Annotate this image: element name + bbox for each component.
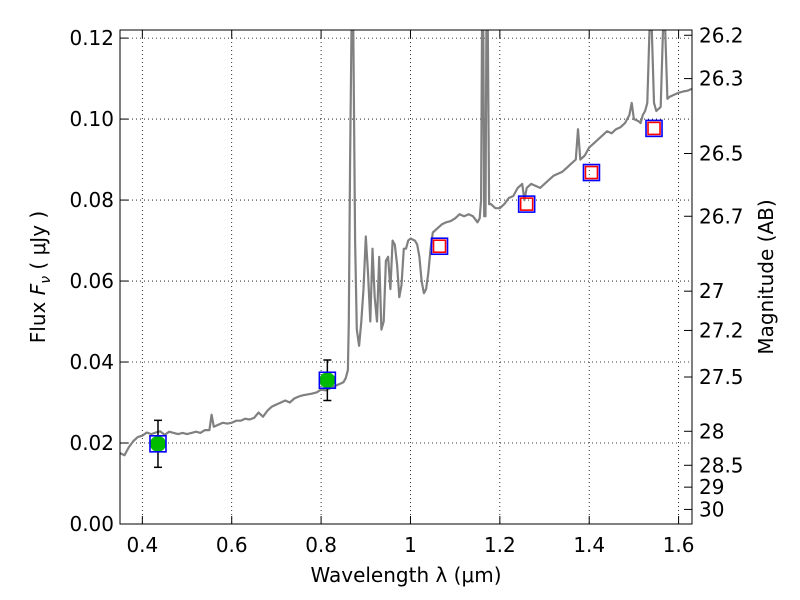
x-tick-label: 1.2	[484, 533, 516, 557]
y-tick-label: 0.08	[69, 188, 114, 212]
y2-tick-label: 30	[699, 497, 724, 521]
tick-label-layer: 0.4 0.6 0.8 1 1.2 1.4 1.6 0.00 0.02 0.04 0.06 0.08 0…	[69, 23, 743, 557]
y-tick-label: 0.10	[69, 107, 114, 131]
x-tick-label: 0.4	[126, 533, 158, 557]
y2-tick-label: 27.5	[699, 365, 744, 389]
y-tick-label: 0.02	[69, 431, 114, 455]
y2-tick-label: 27	[699, 279, 724, 303]
y-tick-label: 0.04	[69, 350, 114, 374]
observed-photometry-point	[645, 119, 663, 138]
y2-tick-label: 28.5	[699, 453, 744, 477]
y2-axis-label: Magnitude (AB)	[754, 199, 778, 354]
y-axis-label-prefix: Flux	[26, 295, 50, 343]
y-axis-label-suffix: ( μJy )	[26, 211, 50, 276]
sed-model-curve	[120, 30, 692, 457]
x-tick-label: 0.6	[216, 533, 248, 557]
x-tick-label: 1.4	[573, 533, 605, 557]
observed-photometry-point	[149, 435, 167, 453]
y-axis-label-symbol: F	[26, 283, 50, 295]
y2-tick-label: 26.3	[699, 67, 744, 91]
y-axis-label: Flux Fν ( μJy )	[26, 211, 54, 343]
tick-layer	[120, 30, 692, 525]
model-photometry-point	[432, 239, 447, 254]
y2-tick-label: 26.5	[699, 142, 744, 166]
marker-layer	[149, 119, 663, 469]
detection-point	[319, 372, 336, 389]
observed-photometry-point	[318, 371, 337, 390]
y2-tick-label: 29	[699, 475, 724, 499]
sed-curve-layer	[120, 30, 692, 457]
x-tick-label: 1.6	[663, 533, 695, 557]
y2-tick-label: 26.2	[699, 23, 744, 47]
model-photometry-point	[519, 197, 534, 211]
y-tick-label: 0.06	[69, 269, 114, 293]
plot-frame	[119, 29, 693, 525]
y2-tick-label: 27.2	[699, 318, 744, 342]
model-photometry-point	[584, 165, 599, 180]
y-tick-label: 0.12	[69, 26, 114, 50]
observed-photometry-point	[517, 195, 536, 213]
x-axis-label: Wavelength λ (μm)	[310, 563, 501, 587]
detection-point	[149, 435, 166, 452]
x-tick-label: 0.8	[305, 533, 337, 557]
y-tick-label: 0.00	[69, 512, 114, 536]
y2-tick-label: 26.7	[699, 204, 744, 228]
y2-tick-label: 28	[699, 419, 724, 443]
x-tick-label: 1	[404, 533, 417, 557]
model-photometry-point	[647, 121, 661, 136]
observed-photometry-point	[430, 237, 449, 256]
y-axis-label-subscript: ν	[38, 276, 54, 284]
observed-photometry-point	[582, 163, 601, 182]
